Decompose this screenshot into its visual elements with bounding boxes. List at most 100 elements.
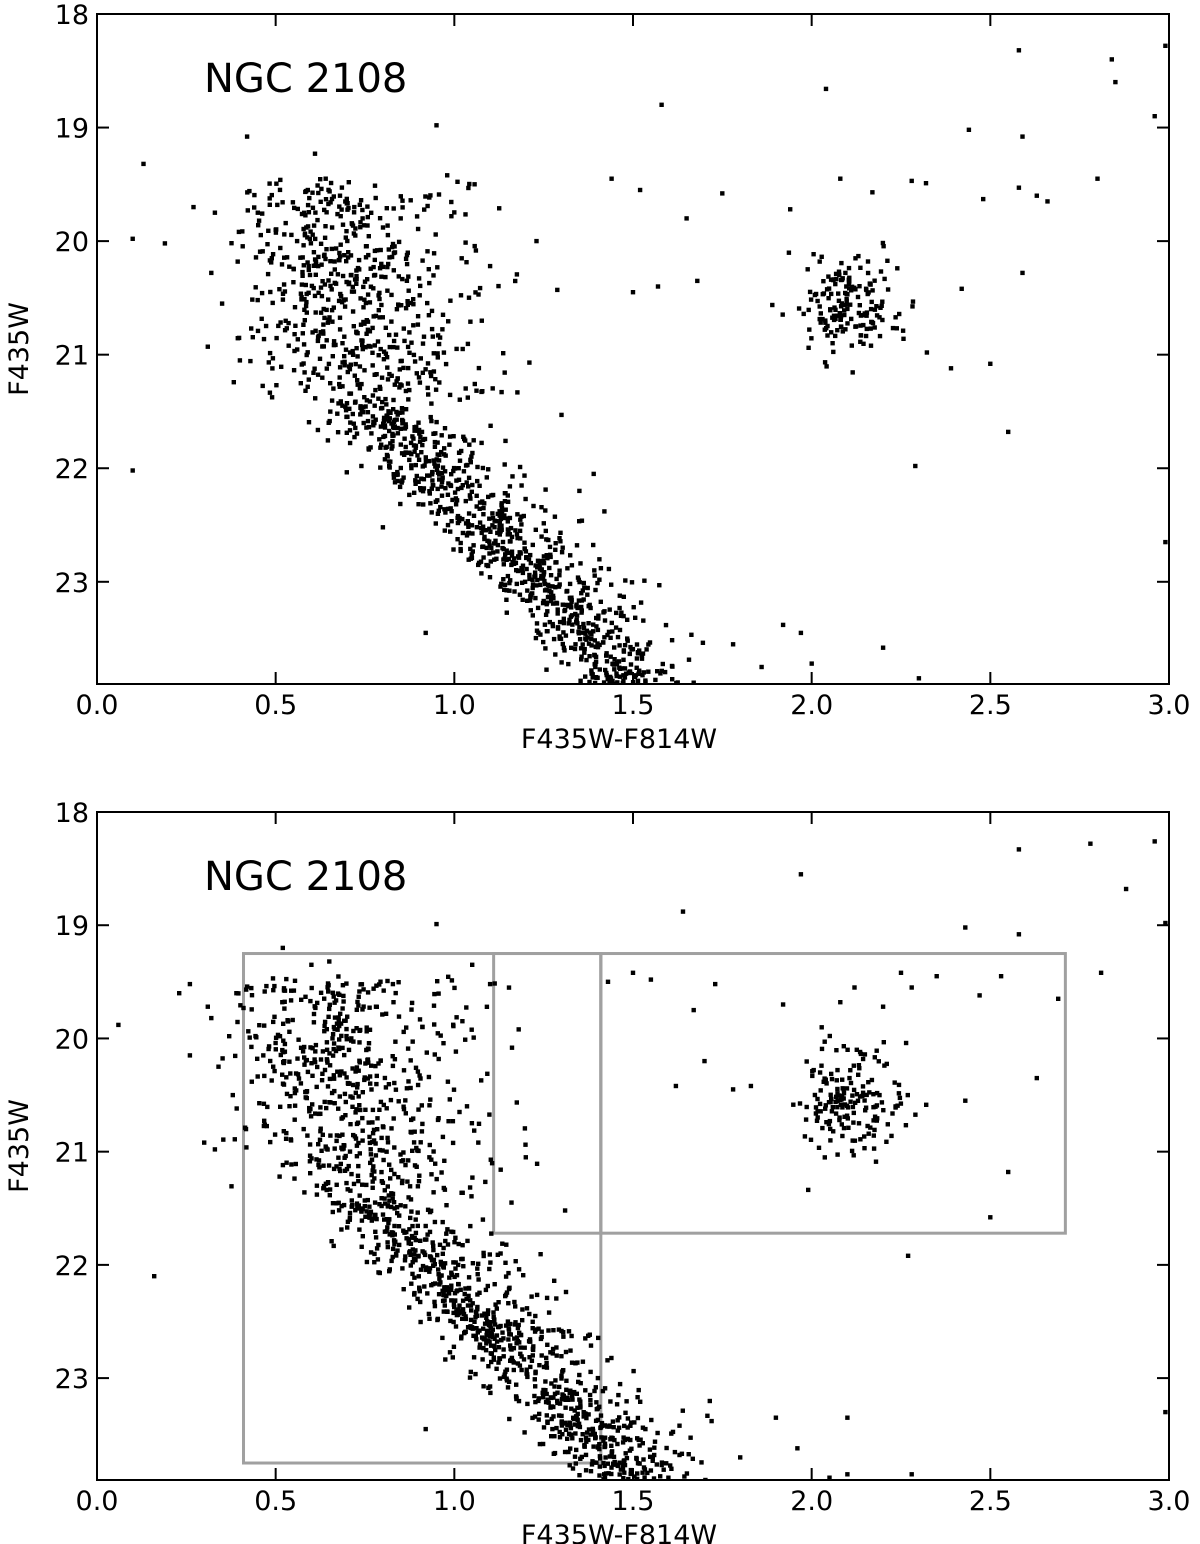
star-point <box>431 1247 436 1253</box>
star-point <box>541 1387 546 1393</box>
star-point <box>598 599 603 604</box>
star-point <box>830 341 835 346</box>
star-point <box>815 1109 820 1114</box>
star-point <box>686 1452 691 1457</box>
star-point <box>358 1107 363 1113</box>
star-point <box>895 266 900 271</box>
star-point <box>488 423 493 428</box>
star-point <box>391 1116 396 1121</box>
star-point <box>826 296 831 301</box>
star-point <box>624 1399 629 1404</box>
star-point <box>354 1143 360 1148</box>
star-point <box>406 1079 411 1084</box>
star-point <box>421 437 426 442</box>
star-point <box>499 509 505 514</box>
star-point <box>274 335 279 341</box>
star-point <box>354 1154 360 1159</box>
star-point <box>838 1000 843 1005</box>
star-point <box>508 1332 513 1337</box>
star-point <box>303 1095 308 1100</box>
star-point <box>581 580 586 586</box>
star-point <box>435 1252 440 1258</box>
star-point <box>400 205 405 210</box>
star-point <box>340 403 345 408</box>
star-point <box>277 187 283 193</box>
star-point <box>569 1432 574 1437</box>
star-point <box>326 1163 332 1168</box>
star-point <box>419 429 425 435</box>
star-point <box>415 1296 420 1302</box>
star-point <box>392 1080 397 1086</box>
star-point <box>583 1435 589 1440</box>
star-point <box>426 313 432 318</box>
star-point <box>301 243 306 248</box>
star-point <box>662 669 668 675</box>
star-point <box>343 199 348 204</box>
star-point <box>416 1274 421 1279</box>
star-point <box>260 249 265 254</box>
star-point <box>617 1415 622 1420</box>
star-point <box>387 1198 392 1203</box>
star-point <box>330 354 335 359</box>
star-point <box>516 1267 522 1272</box>
star-point <box>372 1251 377 1257</box>
star-point <box>488 1260 493 1265</box>
star-point <box>487 516 492 521</box>
star-point <box>809 336 814 341</box>
star-point <box>315 183 320 188</box>
star-point <box>322 235 328 240</box>
star-point <box>511 1346 517 1351</box>
star-point <box>508 1321 513 1327</box>
star-point <box>302 210 307 215</box>
star-point <box>337 1037 342 1042</box>
star-point <box>557 1435 563 1440</box>
star-point <box>786 250 792 255</box>
star-point <box>557 1429 562 1435</box>
star-point <box>553 1378 558 1383</box>
star-point <box>657 583 662 588</box>
y-tick-label: 22 <box>55 454 89 485</box>
star-point <box>348 273 354 278</box>
star-point <box>552 1450 558 1456</box>
star-point <box>821 1079 826 1084</box>
star-point <box>393 1239 398 1244</box>
star-point <box>438 504 443 510</box>
star-point <box>433 1161 438 1166</box>
star-point <box>525 588 530 593</box>
x-axis-label: F435W-F814W <box>521 724 717 755</box>
star-point <box>841 1091 847 1096</box>
star-point <box>320 344 325 349</box>
star-point <box>350 309 356 314</box>
star-point <box>625 617 630 622</box>
star-point <box>594 1400 599 1405</box>
star-point <box>491 550 496 555</box>
star-point <box>861 341 866 346</box>
cluster-name-label: NGC 2108 <box>204 56 407 102</box>
star-point <box>448 298 453 303</box>
star-point <box>554 600 559 606</box>
star-point <box>862 1098 867 1103</box>
star-point <box>424 1237 429 1242</box>
star-point <box>924 350 930 355</box>
star-point <box>549 590 554 595</box>
star-point <box>413 462 418 468</box>
star-point <box>625 1436 630 1442</box>
star-point <box>309 1061 314 1066</box>
star-point <box>391 407 396 412</box>
star-point <box>372 257 377 263</box>
star-point <box>514 1382 519 1387</box>
star-point <box>492 1282 497 1287</box>
star-point <box>468 546 473 552</box>
star-point <box>615 634 621 640</box>
star-point <box>615 680 620 684</box>
star-point <box>299 297 304 302</box>
star-point <box>288 1137 293 1142</box>
star-point <box>403 388 409 394</box>
star-point <box>1006 1169 1011 1175</box>
star-point <box>387 1162 392 1167</box>
star-point <box>581 597 586 602</box>
star-point <box>425 1207 431 1212</box>
star-point <box>302 1062 307 1067</box>
star-point <box>406 1241 411 1246</box>
star-point <box>508 1358 513 1363</box>
